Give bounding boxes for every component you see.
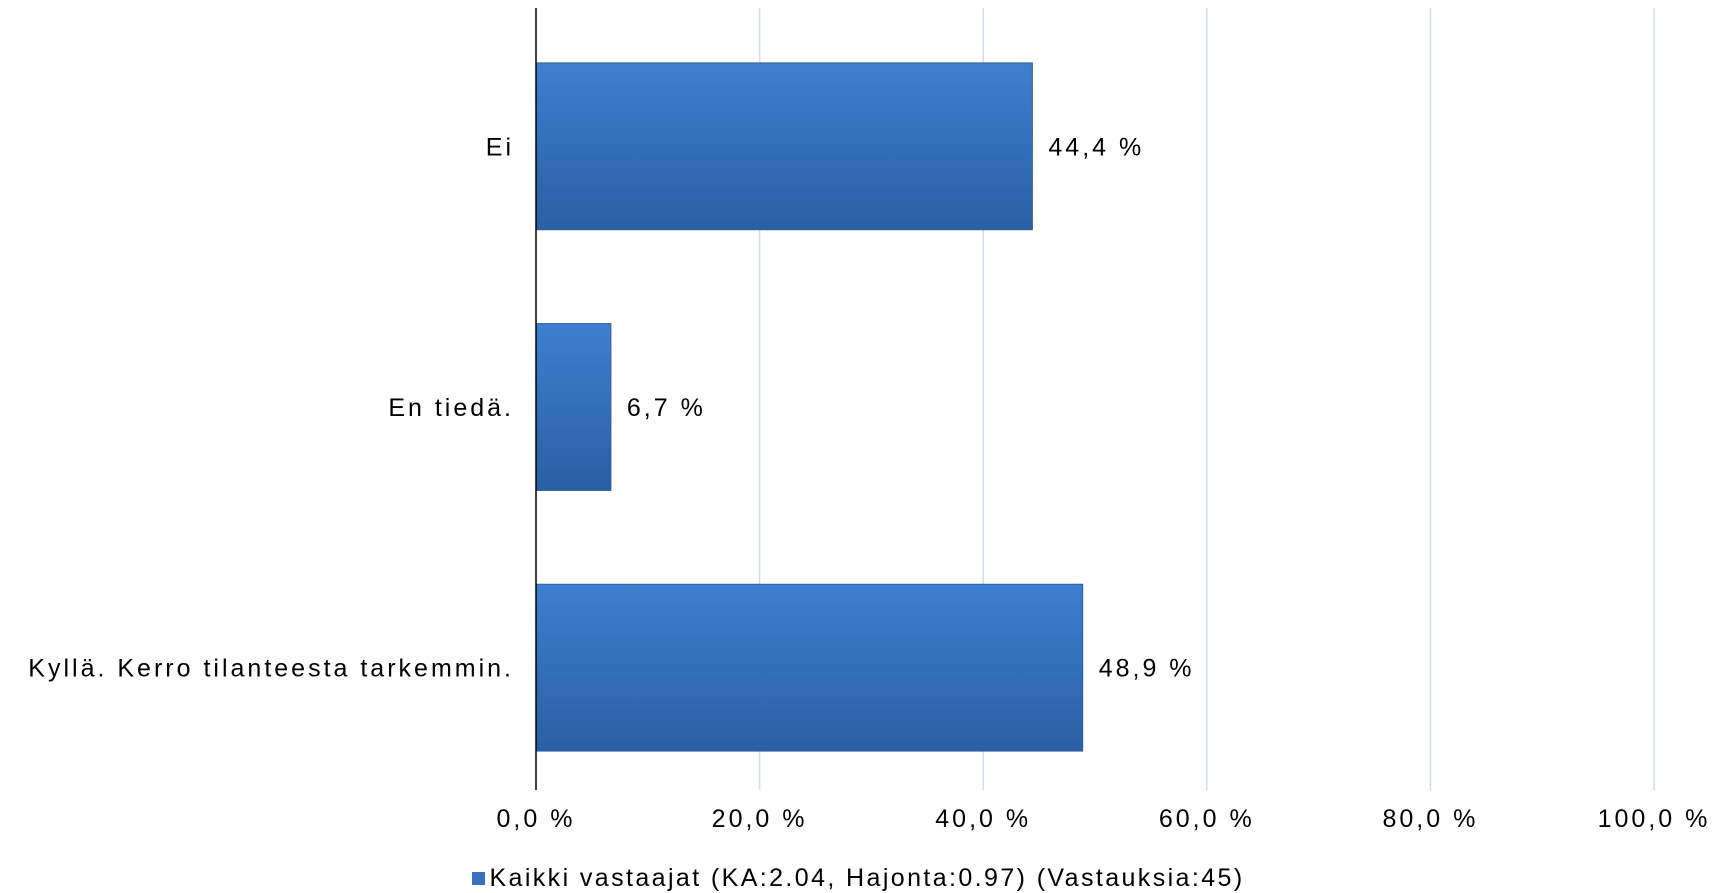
category-label: En tiedä.	[388, 394, 514, 422]
x-tick-label: 100,0 %	[1598, 805, 1711, 833]
category-label: Kyllä. Kerro tilanteesta tarkemmin.	[28, 655, 514, 683]
x-tick-label: 40,0 %	[935, 805, 1031, 833]
x-tick-label: 60,0 %	[1159, 805, 1255, 833]
x-tick-label: 0,0 %	[497, 805, 576, 833]
bar	[535, 62, 1033, 231]
bar	[535, 323, 612, 491]
labels: 0,0 % 20,0 % 40,0 % 60,0 % 80,0 % 100,0 % 44,4…	[28, 133, 1711, 833]
x-tick-label: 80,0 %	[1382, 805, 1478, 833]
data-label: 48,9 %	[1099, 655, 1195, 683]
bar	[535, 583, 1084, 752]
data-label: 6,7 %	[627, 394, 706, 422]
x-tick-label: 20,0 %	[712, 805, 808, 833]
category-label: Ei	[486, 133, 514, 161]
legend: Kaikki vastaajat (KA:2.04, Hajonta:0.97)…	[0, 863, 1717, 893]
bars	[535, 62, 1084, 752]
legend-swatch	[472, 872, 486, 885]
data-label: 44,4 %	[1048, 133, 1144, 161]
legend-label: Kaikki vastaajat (KA:2.04, Hajonta:0.97)…	[489, 864, 1245, 892]
